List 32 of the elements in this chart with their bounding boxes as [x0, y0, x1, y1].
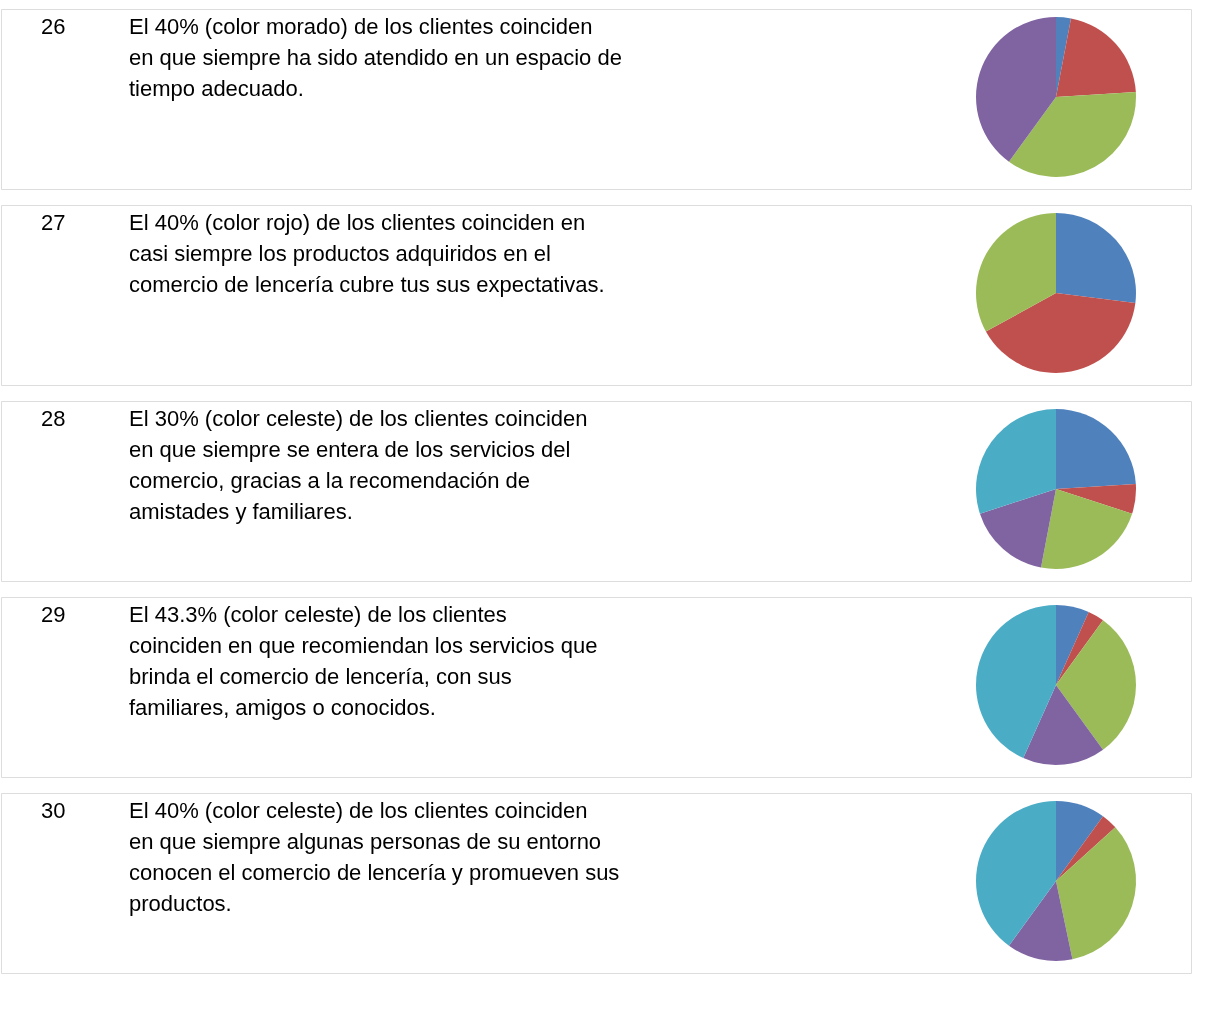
text: 27	[41, 210, 66, 235]
pie-slice	[1056, 18, 1136, 97]
text: 28	[41, 406, 66, 431]
pie-slice	[1056, 483, 1136, 514]
text: El 40% (color morado) de los clientes coinciden en que siempre ha sido atendido en un espacio de tiempo adecuado.	[129, 14, 622, 101]
text: 29	[41, 602, 66, 627]
pie-slice	[1056, 605, 1089, 685]
text: 26	[41, 14, 66, 39]
pie-slice	[976, 213, 1056, 332]
text: El 40% (color celeste) de los clientes coinciden en que siempre algunas personas de su entorno conocen el comercio de lencería y promueven sus productos.	[129, 798, 620, 916]
pie-slice	[1056, 17, 1071, 97]
pie-slice	[1023, 685, 1104, 765]
pie-slice	[979, 489, 1056, 568]
pie-slice	[976, 801, 1056, 946]
pie-slice	[1008, 91, 1136, 177]
pie-slice	[1056, 816, 1116, 881]
pie-slice	[1056, 213, 1136, 304]
text: El 40% (color rojo) de los clientes coinciden en casi siempre los productos adquiridos en el comercio de lencería cubre tus sus expectativas.	[129, 210, 605, 297]
pie-slice	[985, 293, 1136, 373]
pie-slice	[1056, 409, 1136, 489]
text: El 43.3% (color celeste) de los clientes coinciden en que recomiendan los servicios que brinda el comercio de lencería, con sus familiares, amigos o conocidos.	[129, 602, 598, 720]
pie-slice	[976, 605, 1056, 759]
pie-slice	[976, 409, 1056, 514]
text: El 30% (color celeste) de los clientes coinciden en que siempre se entera de los servicios del comercio, gracias a la recomendación de amistades y familiares.	[129, 406, 588, 524]
text: 30	[41, 798, 66, 823]
pie-slice	[1008, 881, 1073, 961]
pie-slice	[1056, 611, 1104, 685]
pie-slice	[976, 17, 1056, 162]
pie-slice	[1056, 620, 1136, 750]
pie-slice	[1056, 801, 1104, 881]
pie-slice	[1041, 489, 1133, 569]
pie-slice	[1056, 827, 1136, 960]
